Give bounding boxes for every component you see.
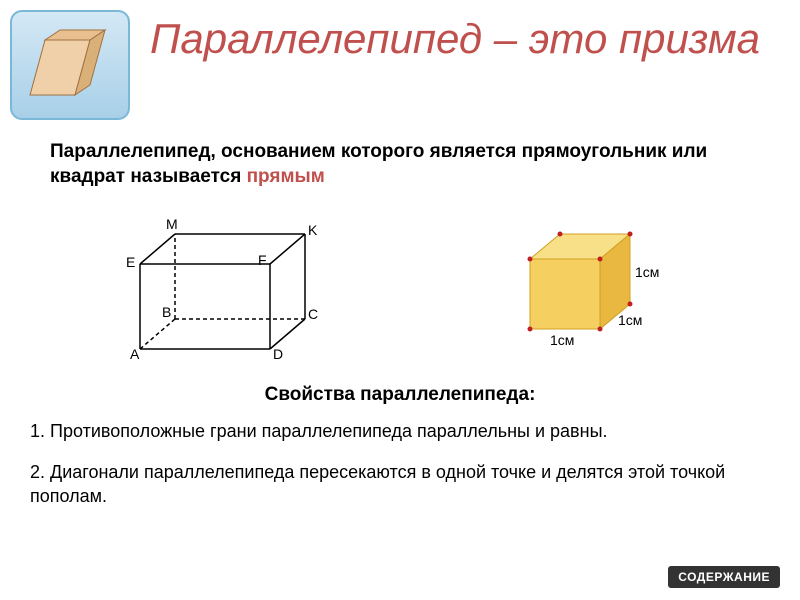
- cube-label-depth: 1см: [618, 312, 642, 328]
- cube-label-height: 1см: [635, 264, 659, 280]
- subtitle-main: Параллелепипед, основанием которого явля…: [50, 141, 707, 187]
- vertex-d: D: [273, 346, 283, 362]
- subtitle-highlight: прямым: [247, 166, 325, 187]
- property-2: 2. Диагонали параллелепипеда пересекаютс…: [0, 452, 800, 517]
- parallelepiped-icon: [10, 10, 130, 120]
- vertex-k: K: [308, 222, 317, 238]
- vertex-b: B: [162, 304, 171, 320]
- property-1: 1. Противоположные грани параллелепипеда…: [0, 411, 800, 451]
- cube-label-bottom: 1см: [550, 332, 574, 348]
- cube-diagram: 1см 1см 1см: [490, 214, 690, 354]
- subtitle-text: Параллелепипед, основанием которого явля…: [0, 120, 800, 199]
- wireframe-diagram: A B C D E F M K: [110, 204, 350, 364]
- vertex-c: C: [308, 306, 318, 322]
- vertex-f: F: [258, 252, 267, 268]
- vertex-e: E: [126, 254, 135, 270]
- toc-button[interactable]: СОДЕРЖАНИЕ: [668, 566, 780, 588]
- page-title: Параллелепипед – это призма: [130, 10, 780, 63]
- vertex-m: M: [166, 216, 178, 232]
- properties-heading: Свойства параллелепипеда:: [0, 379, 800, 411]
- vertex-a: A: [130, 346, 139, 362]
